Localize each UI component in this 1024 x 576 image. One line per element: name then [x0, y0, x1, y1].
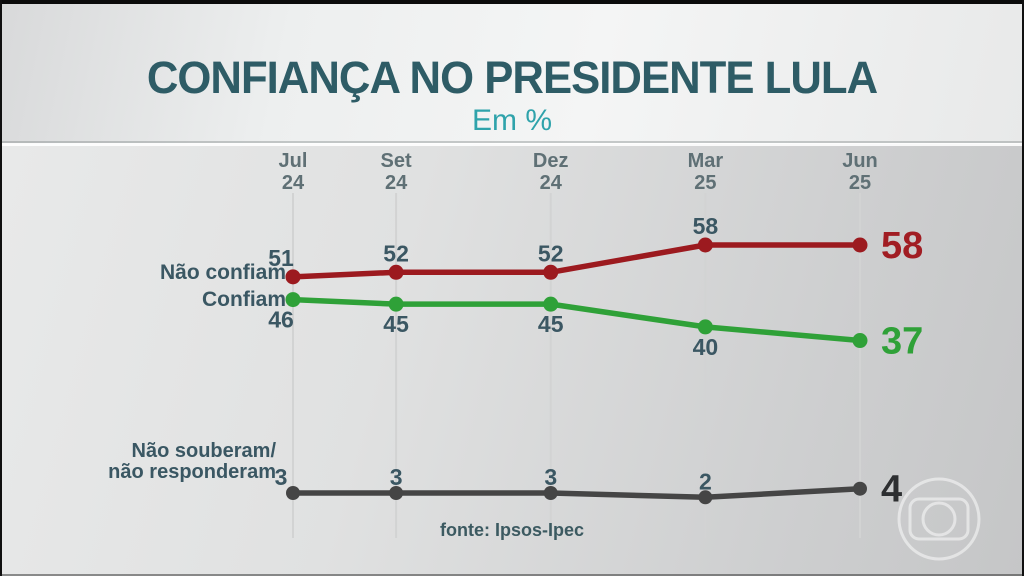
- end-value-label: 37: [881, 321, 923, 363]
- value-label: 40: [693, 334, 719, 360]
- data-point: [543, 264, 559, 280]
- series-line-0: [290, 242, 863, 280]
- data-point: [388, 296, 404, 312]
- data-point: [697, 319, 713, 335]
- data-point: [543, 486, 558, 500]
- screen-edge-bottom: [0, 574, 1024, 576]
- series-label-confiam: Confiam: [202, 288, 286, 311]
- data-point: [852, 237, 868, 253]
- end-value-label: 58: [881, 225, 923, 267]
- series-line-1: [290, 296, 863, 344]
- header-band: [0, 0, 1024, 144]
- value-label: 3: [275, 464, 288, 490]
- value-label: 51: [268, 245, 294, 271]
- globo-logo-icon: [897, 477, 981, 561]
- series-line-2: [290, 485, 863, 501]
- chart-subtitle: Em %: [471, 104, 552, 137]
- data-point: [285, 269, 301, 285]
- series-label-line-1: Não souberam/: [131, 440, 276, 462]
- series-label-line-2: não responderam: [108, 461, 276, 483]
- data-point: [697, 237, 713, 253]
- data-point: [852, 481, 867, 496]
- value-label: 45: [383, 311, 409, 337]
- screen-edge-right: [1022, 0, 1024, 576]
- screen-edge-left: [0, 0, 2, 576]
- data-point: [388, 264, 404, 280]
- data-point: [286, 486, 300, 500]
- source-credit: fonte: Ipsos-Ipec: [439, 520, 584, 540]
- header-divider-highlight: [0, 143, 1024, 146]
- value-label: 3: [390, 464, 403, 490]
- data-point: [285, 292, 301, 308]
- value-label: 52: [383, 240, 409, 266]
- value-label: 58: [693, 213, 719, 239]
- value-label: 2: [699, 468, 712, 494]
- value-label: 45: [538, 311, 564, 337]
- data-point: [389, 486, 404, 500]
- data-point: [543, 296, 559, 312]
- header-divider-shadow: [0, 141, 1024, 143]
- end-value-label: 4: [881, 469, 902, 511]
- value-label: 52: [538, 240, 564, 266]
- value-label: 46: [268, 307, 294, 333]
- series-label-nao-confiam: Não confiam: [159, 261, 286, 284]
- value-label: 3: [544, 464, 557, 490]
- data-point: [852, 333, 868, 349]
- screen-edge-top: [0, 0, 1024, 4]
- series-label-nao-souberam: Não souberam/ não responderam: [108, 441, 276, 483]
- chart-title: CONFIANÇA NO PRESIDENTE LULA: [146, 52, 878, 103]
- data-point: [698, 490, 713, 505]
